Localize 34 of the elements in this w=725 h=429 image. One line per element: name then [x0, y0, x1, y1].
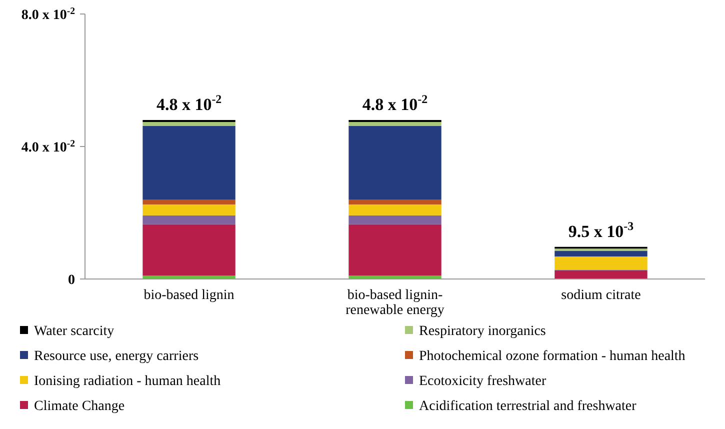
legend-label: Acidification terrestrial and freshwater: [419, 398, 637, 414]
bar: [142, 122, 236, 126]
x-tick-label: bio-based lignin- renewable energy: [346, 288, 444, 318]
total-label: 4.8 x 10$^{-2}$: [156, 92, 222, 114]
bar: [142, 215, 236, 224]
legend-label: Resource use, energy carriers: [34, 348, 199, 364]
bar: [348, 276, 442, 279]
bar: [142, 224, 236, 276]
bar: [348, 204, 442, 216]
legend-label: Respiratory inorganics: [419, 324, 546, 339]
y-tick-label: 4.0 x 10$^{-2}$: [21, 138, 76, 156]
bar: [142, 204, 236, 216]
y-tick-label: 8.0 x 10$^{-2}$: [21, 5, 76, 23]
bar: [348, 215, 442, 224]
total-label: 9.5 x 10$^{-3}$: [568, 218, 634, 241]
bar: [554, 250, 648, 256]
y-tick-label: 0: [68, 272, 75, 288]
bar: [554, 256, 648, 270]
legend-label: Ionising radiation - human health: [34, 374, 221, 389]
legend-label: Ecotoxicity freshwater: [419, 374, 546, 389]
bar: [142, 200, 236, 204]
bar: [348, 200, 442, 204]
bar: [142, 276, 236, 279]
bar: [348, 126, 442, 200]
x-tick-label: bio-based lignin: [144, 288, 234, 303]
legend-label: Climate Change: [34, 398, 125, 414]
legend-label: Photochemical ozone formation - human health: [419, 348, 686, 364]
bar: [348, 224, 442, 276]
bar: [142, 126, 236, 200]
total-label: 4.8 x 10$^{-2}$: [362, 92, 428, 114]
legend-label: Water scarcity: [34, 324, 114, 339]
bar: [348, 122, 442, 126]
bar: [554, 270, 648, 279]
x-tick-label: sodium citrate: [561, 288, 641, 303]
